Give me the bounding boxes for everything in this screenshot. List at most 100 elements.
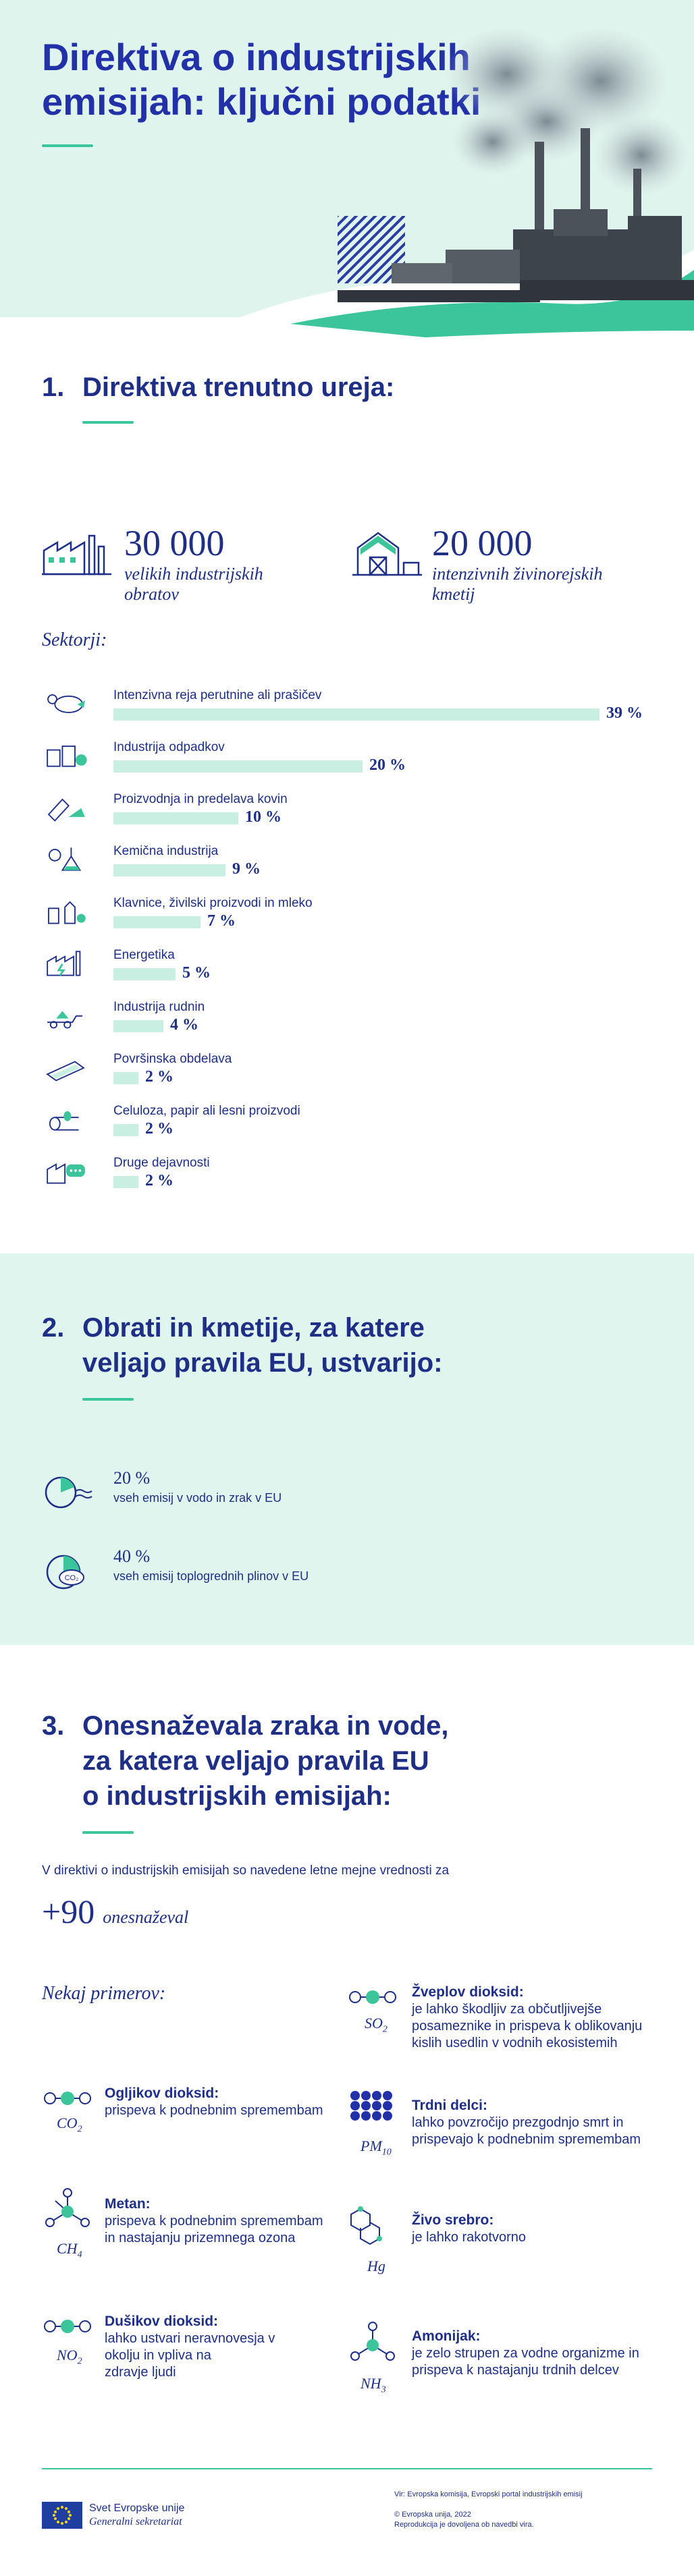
livestock-icon	[47, 694, 85, 713]
sector-bar	[113, 864, 225, 876]
sector-pct: 2 %	[145, 1068, 174, 1086]
emissions-water-air-text: vseh emisij v vodo in zrak v EU	[113, 1491, 282, 1505]
ch4-desc-line: prispeva k podnebnim spremembam	[105, 2214, 323, 2229]
co2-molecule-icon	[44, 2092, 91, 2105]
pm10-desc-line: prispevajo k podnebnim spremembam	[412, 2132, 641, 2147]
other-icon	[47, 1163, 85, 1184]
section-3-heading: 3. Onesnaževala zraka in vode, za katera …	[42, 1708, 448, 1814]
waste-icon	[47, 746, 87, 767]
no2-desc-line: okolju in vpliva na	[105, 2348, 211, 2363]
no2-desc-line: zdravje ljudi	[105, 2365, 176, 2380]
sector-pct: 4 %	[170, 1016, 198, 1034]
sector-pct: 2 %	[145, 1120, 174, 1138]
emissions-ghg-pct: 40 %	[113, 1546, 151, 1566]
emissions-water-air-pct: 20 %	[113, 1468, 151, 1488]
section-3-title-line-2: za katera veljajo pravila EU	[82, 1746, 429, 1776]
pollutants-count-value: +90	[42, 1893, 95, 1930]
sector-pct: 10 %	[245, 808, 282, 826]
emissions-pie-icon	[45, 1476, 92, 1509]
sector-bar	[113, 1124, 138, 1136]
no2-description: Dušikov dioksid: lahko ustvari neravnoves…	[105, 2313, 275, 2381]
title-line-1: Direktiva o industrijskih	[42, 36, 471, 78]
so2-desc-line: kislih usedlin v vodnih ekosistemih	[412, 2036, 618, 2050]
wood-icon	[49, 1111, 79, 1131]
sector-pct: 7 %	[207, 912, 236, 930]
hg-molecule-icon	[350, 2206, 382, 2245]
section-3-title-line-1: Onesnaževala zraka in vode,	[82, 1711, 449, 1741]
sector-label: Druge dejavnosti	[113, 1156, 210, 1170]
nh3-desc-line: je zelo strupen za vodne organizme in	[412, 2346, 639, 2361]
header-banner: Direktiva o industrijskih emisijah: klju…	[0, 0, 694, 344]
so2-description: Žveplov dioksid: je lahko škodljiv za obč…	[412, 1984, 642, 2052]
ch4-formula: CH4	[57, 2240, 82, 2260]
stat-farms-value: 20 000	[432, 523, 533, 563]
co2-pie-icon: CO₂	[46, 1555, 84, 1590]
sector-bar	[113, 916, 201, 928]
sector-label: Celuloza, papir ali lesni proizvodi	[113, 1104, 300, 1118]
ch4-desc-line: in nastajanju prizemnega ozona	[105, 2231, 296, 2245]
section-3-underline	[82, 1831, 134, 1834]
sector-bar	[113, 1072, 138, 1084]
sectors-title: Sektorji:	[42, 629, 107, 650]
so2-molecule-icon	[349, 1990, 396, 2004]
pm10-description: Trdni delci: lahko povzročijo prezgodnjo …	[412, 2097, 641, 2148]
stat-farms-label: intenzivnih živinorejskih kmetij	[432, 564, 603, 604]
pm10-name: Trdni delci:	[412, 2098, 488, 2113]
stat-plants-label: velikih industrijskih obratov	[124, 564, 263, 604]
co2-desc-line: prispeva k podnebnim spremembam	[105, 2103, 323, 2118]
no2-desc-line: lahko ustvari neravnovesja v	[105, 2331, 275, 2346]
sector-label: Energetika	[113, 948, 175, 962]
sector-pct: 20 %	[369, 756, 406, 774]
energy-icon	[47, 951, 81, 976]
section-2-title-line-2: veljajo pravila EU, ustvarijo:	[82, 1348, 443, 1378]
co2-description: Ogljikov dioksid: prispeva k podnebnim sp…	[105, 2085, 323, 2119]
pollutants-count: +90 onesnaževal	[42, 1892, 188, 1931]
ch4-description: Metan: prispeva k podnebnim spremembam in …	[105, 2195, 323, 2247]
so2-desc-line: posameznike in prispeva k oblikovanju	[412, 2019, 643, 2034]
section-2-title-line-1: Obrati in kmetije, za katere	[82, 1313, 425, 1343]
co2-icon-label: CO₂	[65, 1574, 79, 1582]
ch4-molecule-icon	[45, 2188, 90, 2227]
sector-label: Intenzivna reja perutnine ali prašičev	[113, 688, 322, 702]
stat-plants-value: 30 000	[124, 523, 225, 563]
sector-pct: 9 %	[232, 860, 261, 878]
sector-bar	[113, 1176, 138, 1188]
section-1-heading: 1. Direktiva trenutno ureja:	[42, 370, 394, 405]
section-2-number: 2.	[42, 1313, 65, 1343]
section-1-underline	[82, 421, 134, 424]
food-icon	[48, 901, 86, 924]
hg-description: Živo srebro: je lahko rakotvorno	[412, 2212, 526, 2246]
hg-formula: Hg	[367, 2258, 385, 2274]
section-2: 2. Obrati in kmetije, za katere veljajo p…	[0, 1254, 694, 1645]
section-1-title: Direktiva trenutno ureja:	[82, 372, 395, 402]
examples-title: Nekaj primerov:	[42, 1983, 166, 2004]
sector-bar	[113, 812, 238, 824]
pollutants-count-label: onesnaževal	[103, 1907, 189, 1927]
nh3-desc-line: prispeva k nastajanju trdnih delcev	[412, 2363, 619, 2378]
mineral-icon	[47, 1011, 83, 1029]
sector-bar	[113, 968, 176, 980]
no2-formula: NO2	[57, 2347, 82, 2367]
source-note: Vir: Evropska komisija, Evropski portal …	[394, 2490, 583, 2498]
chemistry-icon	[48, 847, 82, 871]
org-secretariat: Generalni sekretariat	[89, 2516, 182, 2527]
emissions-ghg-text: vseh emisij toplogrednih plinov v EU	[113, 1569, 309, 1583]
no2-name: Dušikov dioksid:	[105, 2314, 219, 2329]
no2-molecule-icon	[44, 2320, 91, 2333]
hg-desc-line: je lahko rakotvorno	[412, 2230, 526, 2245]
so2-formula: SO2	[365, 2015, 388, 2035]
barn-icon	[352, 532, 422, 576]
sector-bar	[113, 1020, 163, 1032]
sector-label: Industrija odpadkov	[113, 740, 225, 754]
hg-name: Živo srebro:	[412, 2212, 494, 2228]
factory-icon	[42, 534, 111, 576]
sector-label: Klavnice, živilski proizvodi in mleko	[113, 896, 313, 910]
sector-label: Površinska obdelava	[113, 1052, 232, 1066]
title-underline	[42, 144, 93, 147]
surface-icon	[46, 1061, 85, 1082]
co2-formula: CO2	[57, 2115, 82, 2135]
section-2-underline	[82, 1398, 134, 1401]
sector-pct: 39 %	[606, 704, 643, 722]
nh3-name: Amonijak:	[412, 2328, 481, 2344]
pm10-desc-line: lahko povzročijo prezgodnjo smrt in	[412, 2115, 624, 2130]
